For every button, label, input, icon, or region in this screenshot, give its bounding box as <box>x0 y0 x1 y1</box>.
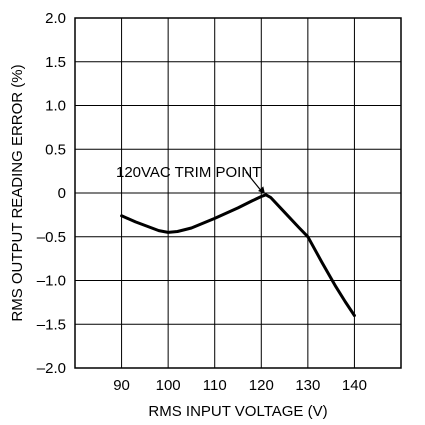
annotation-arrowhead <box>258 186 265 194</box>
y-axis-title: RMS OUTPUT READING ERROR (%) <box>9 64 26 321</box>
y-tick-label: 2.0 <box>45 10 66 27</box>
x-tick-label: 140 <box>342 377 367 394</box>
y-tick-label: 0.5 <box>45 141 66 158</box>
series-line <box>120 193 356 317</box>
y-tick-label: –1.5 <box>37 316 66 333</box>
plot-area <box>120 193 356 317</box>
y-tick-label: 0 <box>58 185 66 202</box>
annotation-arrow <box>245 171 263 193</box>
x-tick-label: 90 <box>113 377 130 394</box>
tick-labels: 90 100 110 120 130 140 2.0 1.5 1.0 0.5 0 –0.5 –1.0 –1… <box>37 10 367 394</box>
x-tick-label: 110 <box>203 377 227 394</box>
grid <box>74 17 402 369</box>
annotation-label: 120VAC TRIM POINT <box>116 164 261 181</box>
y-tick-label: –0.5 <box>37 229 66 246</box>
x-tick-label: 130 <box>295 377 320 394</box>
y-tick-label: –2.0 <box>37 360 66 377</box>
x-axis-title: RMS INPUT VOLTAGE (V) <box>148 403 327 420</box>
x-tick-label: 100 <box>156 377 181 394</box>
y-tick-label: 1.0 <box>45 98 66 115</box>
y-tick-label: 1.5 <box>45 54 66 71</box>
annotations: 120VAC TRIM POINT <box>116 164 265 194</box>
y-tick-label: –1.0 <box>37 273 66 290</box>
x-tick-label: 120 <box>249 377 274 394</box>
